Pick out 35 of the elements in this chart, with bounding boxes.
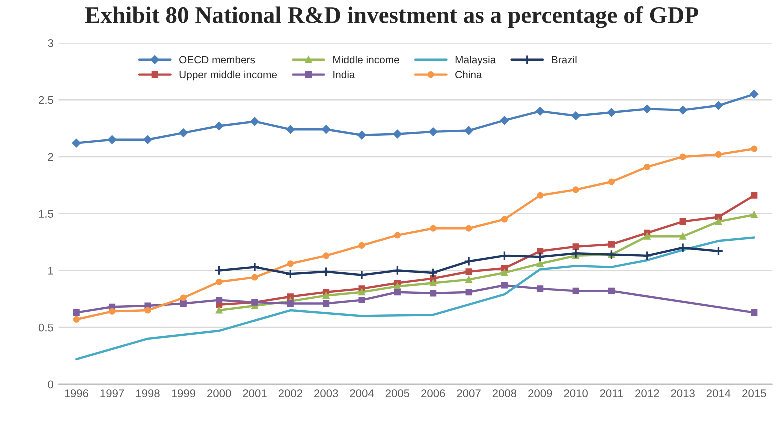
legend-label: Upper middle income xyxy=(180,70,278,81)
chart-title: Exhibit 80 National R&D investment as a percentage of GDP xyxy=(85,6,698,28)
x-tick-label: 2015 xyxy=(742,390,766,398)
x-tick-label: 1999 xyxy=(172,390,196,398)
legend-label: OECD members xyxy=(180,56,256,64)
legend-label: Brazil xyxy=(552,56,577,64)
legend-label: China xyxy=(456,70,482,79)
x-tick-label: 2005 xyxy=(386,390,410,398)
y-tick-label: 1 xyxy=(48,267,54,275)
x-tick-label: 2012 xyxy=(636,390,660,398)
y-tick-label: 0.5 xyxy=(38,324,54,332)
y-tick-label: 0 xyxy=(48,380,54,389)
y-tick-label: 1.5 xyxy=(39,210,54,218)
x-tick-label: 1996 xyxy=(65,390,89,398)
legend-label: Middle income xyxy=(334,56,400,64)
x-tick-label: 2008 xyxy=(492,390,517,398)
y-tick-label: 2 xyxy=(48,153,54,161)
legend-label: India xyxy=(334,70,356,79)
x-tick-label: 2007 xyxy=(457,390,481,398)
x-tick-label: 1997 xyxy=(100,390,124,398)
y-tick-label: 2.5 xyxy=(39,96,54,104)
x-tick-label: 2000 xyxy=(208,390,232,398)
legend-label: Malaysia xyxy=(456,56,496,66)
x-tick-label: 2003 xyxy=(314,390,338,398)
x-tick-label: 2001 xyxy=(243,390,267,398)
x-tick-label: 2010 xyxy=(564,390,588,398)
x-tick-label: 1998 xyxy=(136,390,160,398)
y-tick-label: 3 xyxy=(48,39,54,48)
x-tick-label: 2002 xyxy=(278,390,302,398)
x-tick-label: 2011 xyxy=(600,390,624,398)
x-tick-label: 2014 xyxy=(706,390,731,398)
x-tick-label: 2009 xyxy=(528,390,552,398)
x-tick-label: 2004 xyxy=(350,390,374,398)
x-tick-label: 2013 xyxy=(671,390,695,398)
x-tick-label: 2006 xyxy=(422,390,446,398)
